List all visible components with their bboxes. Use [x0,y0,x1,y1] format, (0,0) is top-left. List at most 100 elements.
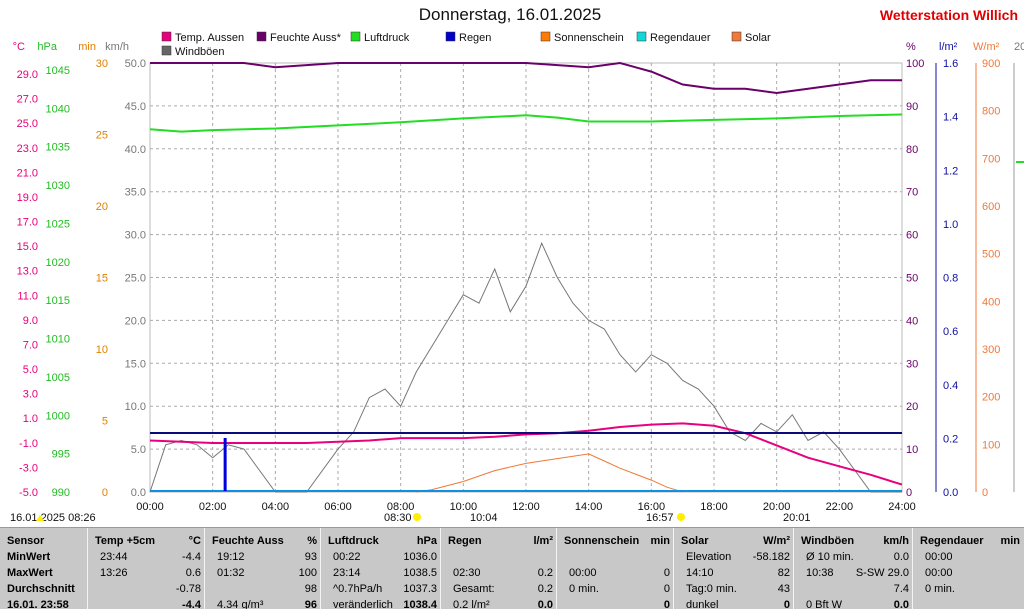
tick-label-humidity: 10 [906,444,918,456]
table-cell: Tag:0 min. [686,583,737,595]
tick-label-solar: 900 [982,58,1000,70]
tick-label-minutes: 20 [96,201,108,213]
plot-area [149,62,903,493]
x-tick-label: 08:00 [387,501,415,513]
tick-label-temp: 1.0 [23,413,38,425]
table-cell: -58.182 [752,551,790,563]
tick-label-minutes: 15 [96,273,108,285]
legend-label: Regen [459,32,491,44]
table-cell: 0 Bft W [806,599,843,609]
tick-label-humidity: 90 [906,101,918,113]
tick-label-pressure: 1015 [46,295,70,307]
table-cell: 0 [663,599,670,609]
tick-label-pressure: 1045 [46,65,70,77]
table-cell: 14:10 [686,567,714,579]
tick-label-wind: 5.0 [131,444,146,456]
table-cell: 0 [663,567,670,579]
axis-unit-pressure: hPa [37,41,57,53]
table-cell: 0.2 l/m² [453,599,490,609]
table-cell: W/m² [763,535,790,547]
tick-label-solar: 400 [982,296,1000,308]
tick-label-minutes: 5 [102,416,108,428]
x-tick-label: 04:00 [262,501,290,513]
table-cell: 02:30 [453,567,481,579]
table-cell: 16.01. 23:58 [7,599,69,609]
tick-label-rain: 1.6 [943,58,958,70]
axis-unit-wind: km/h [105,41,129,53]
tick-label-temp: 5.0 [23,364,38,376]
tick-label-temp: 27.0 [17,94,38,106]
tick-label-wind: 35.0 [125,187,146,199]
tick-label-temp: -5.0 [19,487,38,499]
table-column: Luftdruck hPa 00:22 1036.0 23:14 1038.5 ^0.7hP… [320,528,441,609]
statistics-table: Sensor MinWert MaxWert Durchschnitt 16.01. 2… [0,527,1024,609]
legend-swatch [350,31,361,42]
column-divider [912,528,913,609]
tick-label-pressure: 1005 [46,372,70,384]
table-cell: -4.4 [182,599,201,609]
moon-icon [36,515,44,521]
station-name: Wetterstation Willich [879,7,1018,23]
x-tick-label: 22:00 [826,501,854,513]
tick-label-solar: 500 [982,249,1000,261]
tick-label-humidity: 100 [906,58,924,70]
table-cell: min [1000,535,1020,547]
tick-label-wind: 20.0 [125,315,146,327]
tick-label-humidity: 60 [906,230,918,242]
table-cell: 0.2 [537,567,553,579]
tick-label-temp: 21.0 [17,167,38,179]
table-cell: 01:32 [217,567,245,579]
x-tick-label: 14:00 [575,501,603,513]
tick-label-pressure: 1000 [46,410,70,422]
series-temp [149,422,903,486]
tick-label-minutes: 30 [96,58,108,70]
x-tick-label: 10:00 [450,501,478,513]
tick-label-humidity: 0 [906,487,912,499]
table-column: Solar W/m² Elevation -58.182 14:10 82 Tag:0 mi… [673,528,794,609]
tick-label-temp: 11.0 [17,290,38,302]
axis-unit-solar: W/m² [973,41,1000,53]
x-tick-label: 18:00 [700,501,728,513]
table-cell: 43 [777,583,790,595]
column-divider [440,528,441,609]
marker-sunrise: 08:30 [384,512,412,524]
table-cell: 98 [304,583,317,595]
tick-label-pressure: 1040 [46,103,70,115]
table-column: Regendauer min 00:00 00:00 0 min. [912,528,1024,609]
tick-label-temp: 17.0 [17,217,38,229]
table-cell: hPa [416,535,437,547]
legend-label: Temp. Aussen [175,32,244,44]
table-cell: 0.0 [893,551,909,563]
table-cell: 4.34 g/m³ [217,599,264,609]
table-cell: -0.78 [175,583,201,595]
tick-label-humidity: 50 [906,273,918,285]
table-cell: 00:00 [925,567,953,579]
legend-label: Regendauer [650,32,711,44]
x-tick-label: 02:00 [199,501,227,513]
x-tick-label: 06:00 [324,501,352,513]
column-divider [320,528,321,609]
sun-icon [677,513,685,521]
x-tick-label: 20:00 [763,501,791,513]
table-cell: dunkel [686,599,719,609]
table-cell: 13:26 [100,567,128,579]
tick-label-rain: 0.8 [943,273,958,285]
tick-label-solar: 0 [982,487,988,499]
tick-label-minutes: 0 [102,487,108,499]
table-column: Sonnenschein min 00:00 0 0 min. 0 0 [556,528,674,609]
table-cell: Regen [448,535,482,547]
table-cell: 0.0 [537,599,553,609]
table-cell: 1036.0 [403,551,437,563]
table-cell: MinWert [7,551,51,563]
marker-solar-max: 10:04 [470,512,498,524]
tick-label-temp: 29.0 [17,69,38,81]
table-cell: 82 [777,567,790,579]
tick-label-temp: 25.0 [17,118,38,130]
table-cell: 7.4 [893,583,909,595]
tick-label-solar: 300 [982,344,1000,356]
tick-label-solar: 700 [982,153,1000,165]
tick-label-pressure: 995 [52,449,70,461]
table-column: Feuchte Auss% 19:12 93 01:32 100 98 4.34 g/m³ 9… [204,528,321,609]
tick-label-rain: 0.2 [943,433,958,445]
table-cell: 0 min. [569,583,599,595]
